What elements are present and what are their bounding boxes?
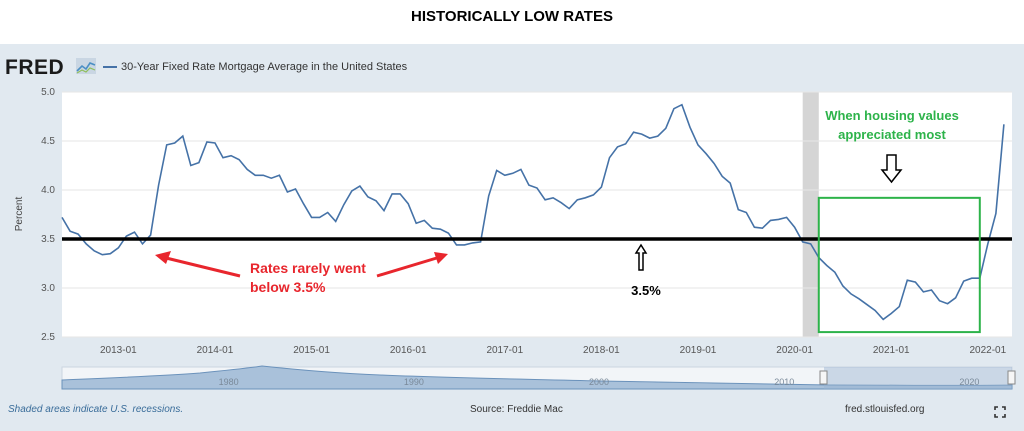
fullscreen-icon[interactable]: [994, 406, 1006, 418]
x-tick-label: 2021-01: [873, 345, 910, 356]
navigator-handle-right[interactable]: [1007, 370, 1016, 385]
series-legend-label: 30-Year Fixed Rate Mortgage Average in t…: [121, 61, 408, 73]
y-tick-label: 2.5: [41, 332, 55, 343]
navigator-year-label: 2020: [959, 377, 979, 387]
x-tick-label: 2013-01: [100, 345, 137, 356]
x-tick-label: 2020-01: [776, 345, 813, 356]
y-tick-label: 4.5: [41, 136, 55, 147]
y-axis-label: Percent: [14, 197, 25, 232]
series-line: [61, 103, 1005, 321]
red-annotation-line1: Rates rarely went: [250, 260, 366, 276]
navigator-year-label: 1980: [219, 377, 239, 387]
legend-swatch: [103, 66, 117, 69]
down-arrow-icon: [880, 154, 903, 184]
x-tick-label: 2017-01: [486, 345, 523, 356]
site-link[interactable]: fred.stlouisfed.org: [845, 404, 925, 415]
red-arrowhead-right: [434, 252, 448, 264]
x-tick-label: 2019-01: [680, 345, 717, 356]
x-tick-label: 2015-01: [293, 345, 330, 356]
source-label: Source: Freddie Mac: [470, 404, 563, 415]
navigator-year-label: 2000: [589, 377, 609, 387]
red-annotation-line2: below 3.5%: [250, 279, 326, 295]
x-tick-label: 2014-01: [197, 345, 234, 356]
red-arrow-right: [376, 255, 441, 278]
red-arrowhead-left: [155, 251, 171, 264]
up-arrow-icon: [634, 243, 648, 271]
highlight-box: [817, 196, 981, 334]
green-annotation-line2: appreciated most: [838, 127, 946, 142]
x-tick-label: 2016-01: [390, 345, 427, 356]
navigator-year-label: 2010: [774, 377, 794, 387]
fred-logo[interactable]: FRED: [5, 56, 65, 79]
recession-band: [802, 92, 819, 337]
y-tick-label: 5.0: [41, 87, 55, 98]
red-arrow-left: [161, 255, 241, 278]
x-tick-label: 2018-01: [583, 345, 620, 356]
navigator-selection[interactable]: [824, 367, 1012, 389]
navigator-series: [61, 365, 1013, 390]
x-tick-label: 2022-01: [969, 345, 1006, 356]
navigator-year-label: 1990: [404, 377, 424, 387]
fred-graph-icon: [76, 58, 96, 74]
y-tick-label: 4.0: [41, 185, 55, 196]
page-title: HISTORICALLY LOW RATES: [411, 8, 613, 25]
navigator-handle-left[interactable]: [819, 370, 828, 385]
y-tick-label: 3.5: [41, 234, 55, 245]
y-tick-label: 3.0: [41, 283, 55, 294]
series-legend[interactable]: 30-Year Fixed Rate Mortgage Average in t…: [103, 61, 407, 73]
recession-note: Shaded areas indicate U.S. recessions.: [8, 404, 184, 415]
green-annotation-line1: When housing values: [825, 108, 959, 123]
threshold-label: 3.5%: [631, 283, 661, 298]
